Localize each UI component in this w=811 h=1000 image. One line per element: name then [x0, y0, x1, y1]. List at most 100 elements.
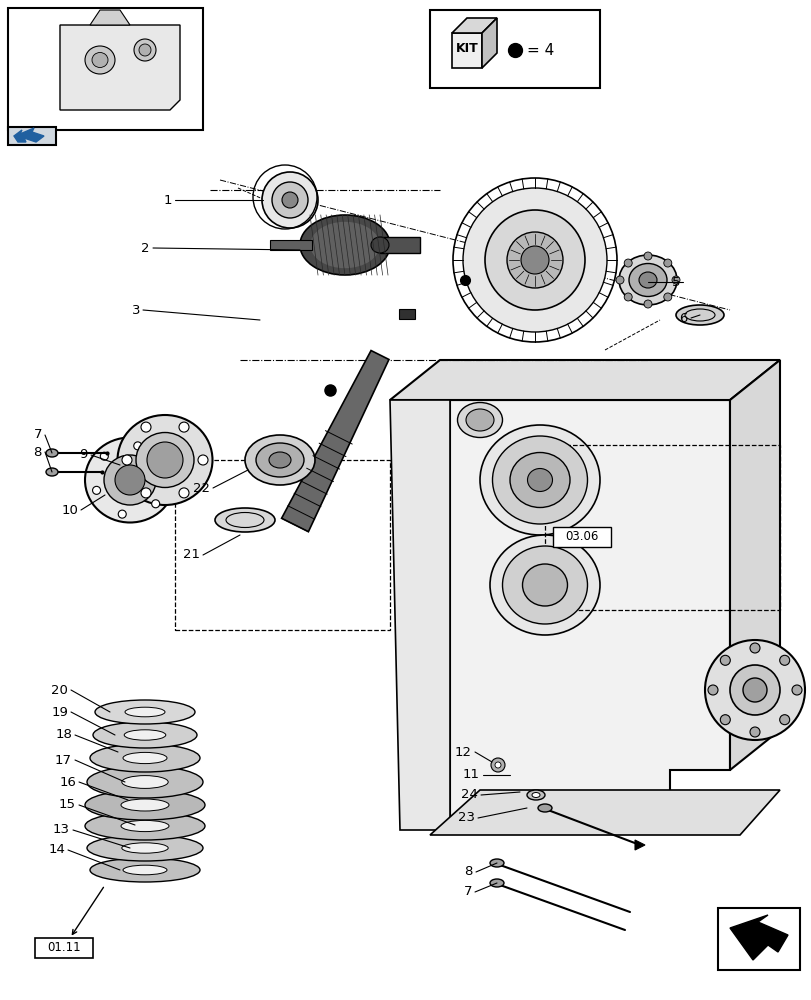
Ellipse shape [729, 665, 779, 715]
Circle shape [92, 486, 101, 494]
Circle shape [663, 293, 671, 301]
Polygon shape [389, 400, 729, 830]
Text: 10: 10 [61, 504, 78, 516]
Text: 03.06: 03.06 [564, 530, 598, 544]
Polygon shape [729, 915, 787, 960]
Circle shape [495, 762, 500, 768]
Circle shape [178, 488, 189, 498]
Text: 19: 19 [51, 706, 68, 718]
Circle shape [719, 655, 729, 665]
Circle shape [521, 246, 548, 274]
Ellipse shape [95, 700, 195, 724]
Text: 21: 21 [182, 548, 200, 562]
Ellipse shape [122, 865, 167, 875]
Ellipse shape [527, 468, 551, 491]
Bar [270, 240, 311, 250]
Polygon shape [389, 400, 449, 830]
Circle shape [281, 192, 298, 208]
Ellipse shape [489, 879, 504, 887]
Circle shape [262, 172, 318, 228]
Text: 24: 24 [461, 788, 478, 801]
Circle shape [707, 685, 717, 695]
Circle shape [141, 422, 151, 432]
Polygon shape [281, 351, 388, 532]
Text: 20: 20 [51, 684, 68, 696]
Ellipse shape [457, 402, 502, 438]
Ellipse shape [92, 53, 108, 68]
Ellipse shape [85, 438, 175, 522]
Bar [717, 908, 799, 970]
Circle shape [624, 259, 632, 267]
Ellipse shape [93, 722, 197, 748]
Text: 23: 23 [457, 811, 474, 824]
Text: 11: 11 [462, 768, 479, 782]
Bar [8, 8, 203, 130]
Circle shape [134, 442, 142, 450]
Circle shape [491, 758, 504, 772]
Ellipse shape [502, 546, 587, 624]
Ellipse shape [311, 223, 379, 267]
Circle shape [198, 455, 208, 465]
Ellipse shape [121, 820, 169, 832]
Polygon shape [430, 790, 779, 835]
Ellipse shape [531, 792, 539, 797]
Bar [430, 10, 599, 88]
Bar [380, 237, 419, 253]
Ellipse shape [489, 859, 504, 867]
Ellipse shape [125, 707, 165, 717]
Circle shape [779, 655, 789, 665]
Ellipse shape [46, 449, 58, 457]
Circle shape [749, 727, 759, 737]
Circle shape [462, 188, 607, 332]
Polygon shape [482, 18, 496, 68]
Ellipse shape [371, 237, 388, 253]
Ellipse shape [124, 730, 165, 740]
Ellipse shape [489, 535, 599, 635]
Polygon shape [452, 33, 482, 68]
Circle shape [147, 442, 182, 478]
Text: 8: 8 [464, 865, 473, 878]
Ellipse shape [245, 435, 315, 485]
Ellipse shape [466, 409, 493, 431]
Ellipse shape [299, 215, 389, 275]
Circle shape [663, 259, 671, 267]
Bar [544, 445, 779, 610]
Ellipse shape [122, 752, 167, 764]
Circle shape [122, 455, 132, 465]
Circle shape [484, 210, 584, 310]
Ellipse shape [87, 766, 203, 798]
Ellipse shape [90, 858, 200, 882]
Text: 14: 14 [48, 843, 65, 856]
Polygon shape [90, 10, 130, 25]
Circle shape [272, 182, 307, 218]
Ellipse shape [134, 39, 156, 61]
Text: 8: 8 [33, 446, 42, 458]
Circle shape [101, 452, 108, 460]
Circle shape [779, 715, 789, 725]
Text: KIT: KIT [455, 42, 478, 55]
Circle shape [791, 685, 801, 695]
Ellipse shape [85, 46, 115, 74]
Ellipse shape [509, 452, 569, 508]
Ellipse shape [87, 835, 203, 861]
Text: 01.11: 01.11 [47, 941, 81, 954]
Ellipse shape [215, 508, 275, 532]
Text: 13: 13 [53, 823, 70, 836]
Circle shape [506, 232, 562, 288]
Circle shape [178, 422, 189, 432]
Text: = 4: = 4 [526, 43, 554, 58]
Ellipse shape [139, 44, 151, 56]
Circle shape [643, 252, 651, 260]
Text: 7: 7 [33, 428, 42, 442]
Circle shape [749, 643, 759, 653]
Polygon shape [729, 360, 779, 770]
Text: 9: 9 [79, 448, 88, 462]
Ellipse shape [121, 799, 169, 811]
Ellipse shape [618, 255, 676, 305]
Circle shape [115, 465, 145, 495]
Ellipse shape [122, 843, 168, 853]
Ellipse shape [135, 432, 194, 488]
Ellipse shape [255, 443, 303, 477]
Circle shape [624, 293, 632, 301]
Text: 3: 3 [131, 304, 139, 316]
